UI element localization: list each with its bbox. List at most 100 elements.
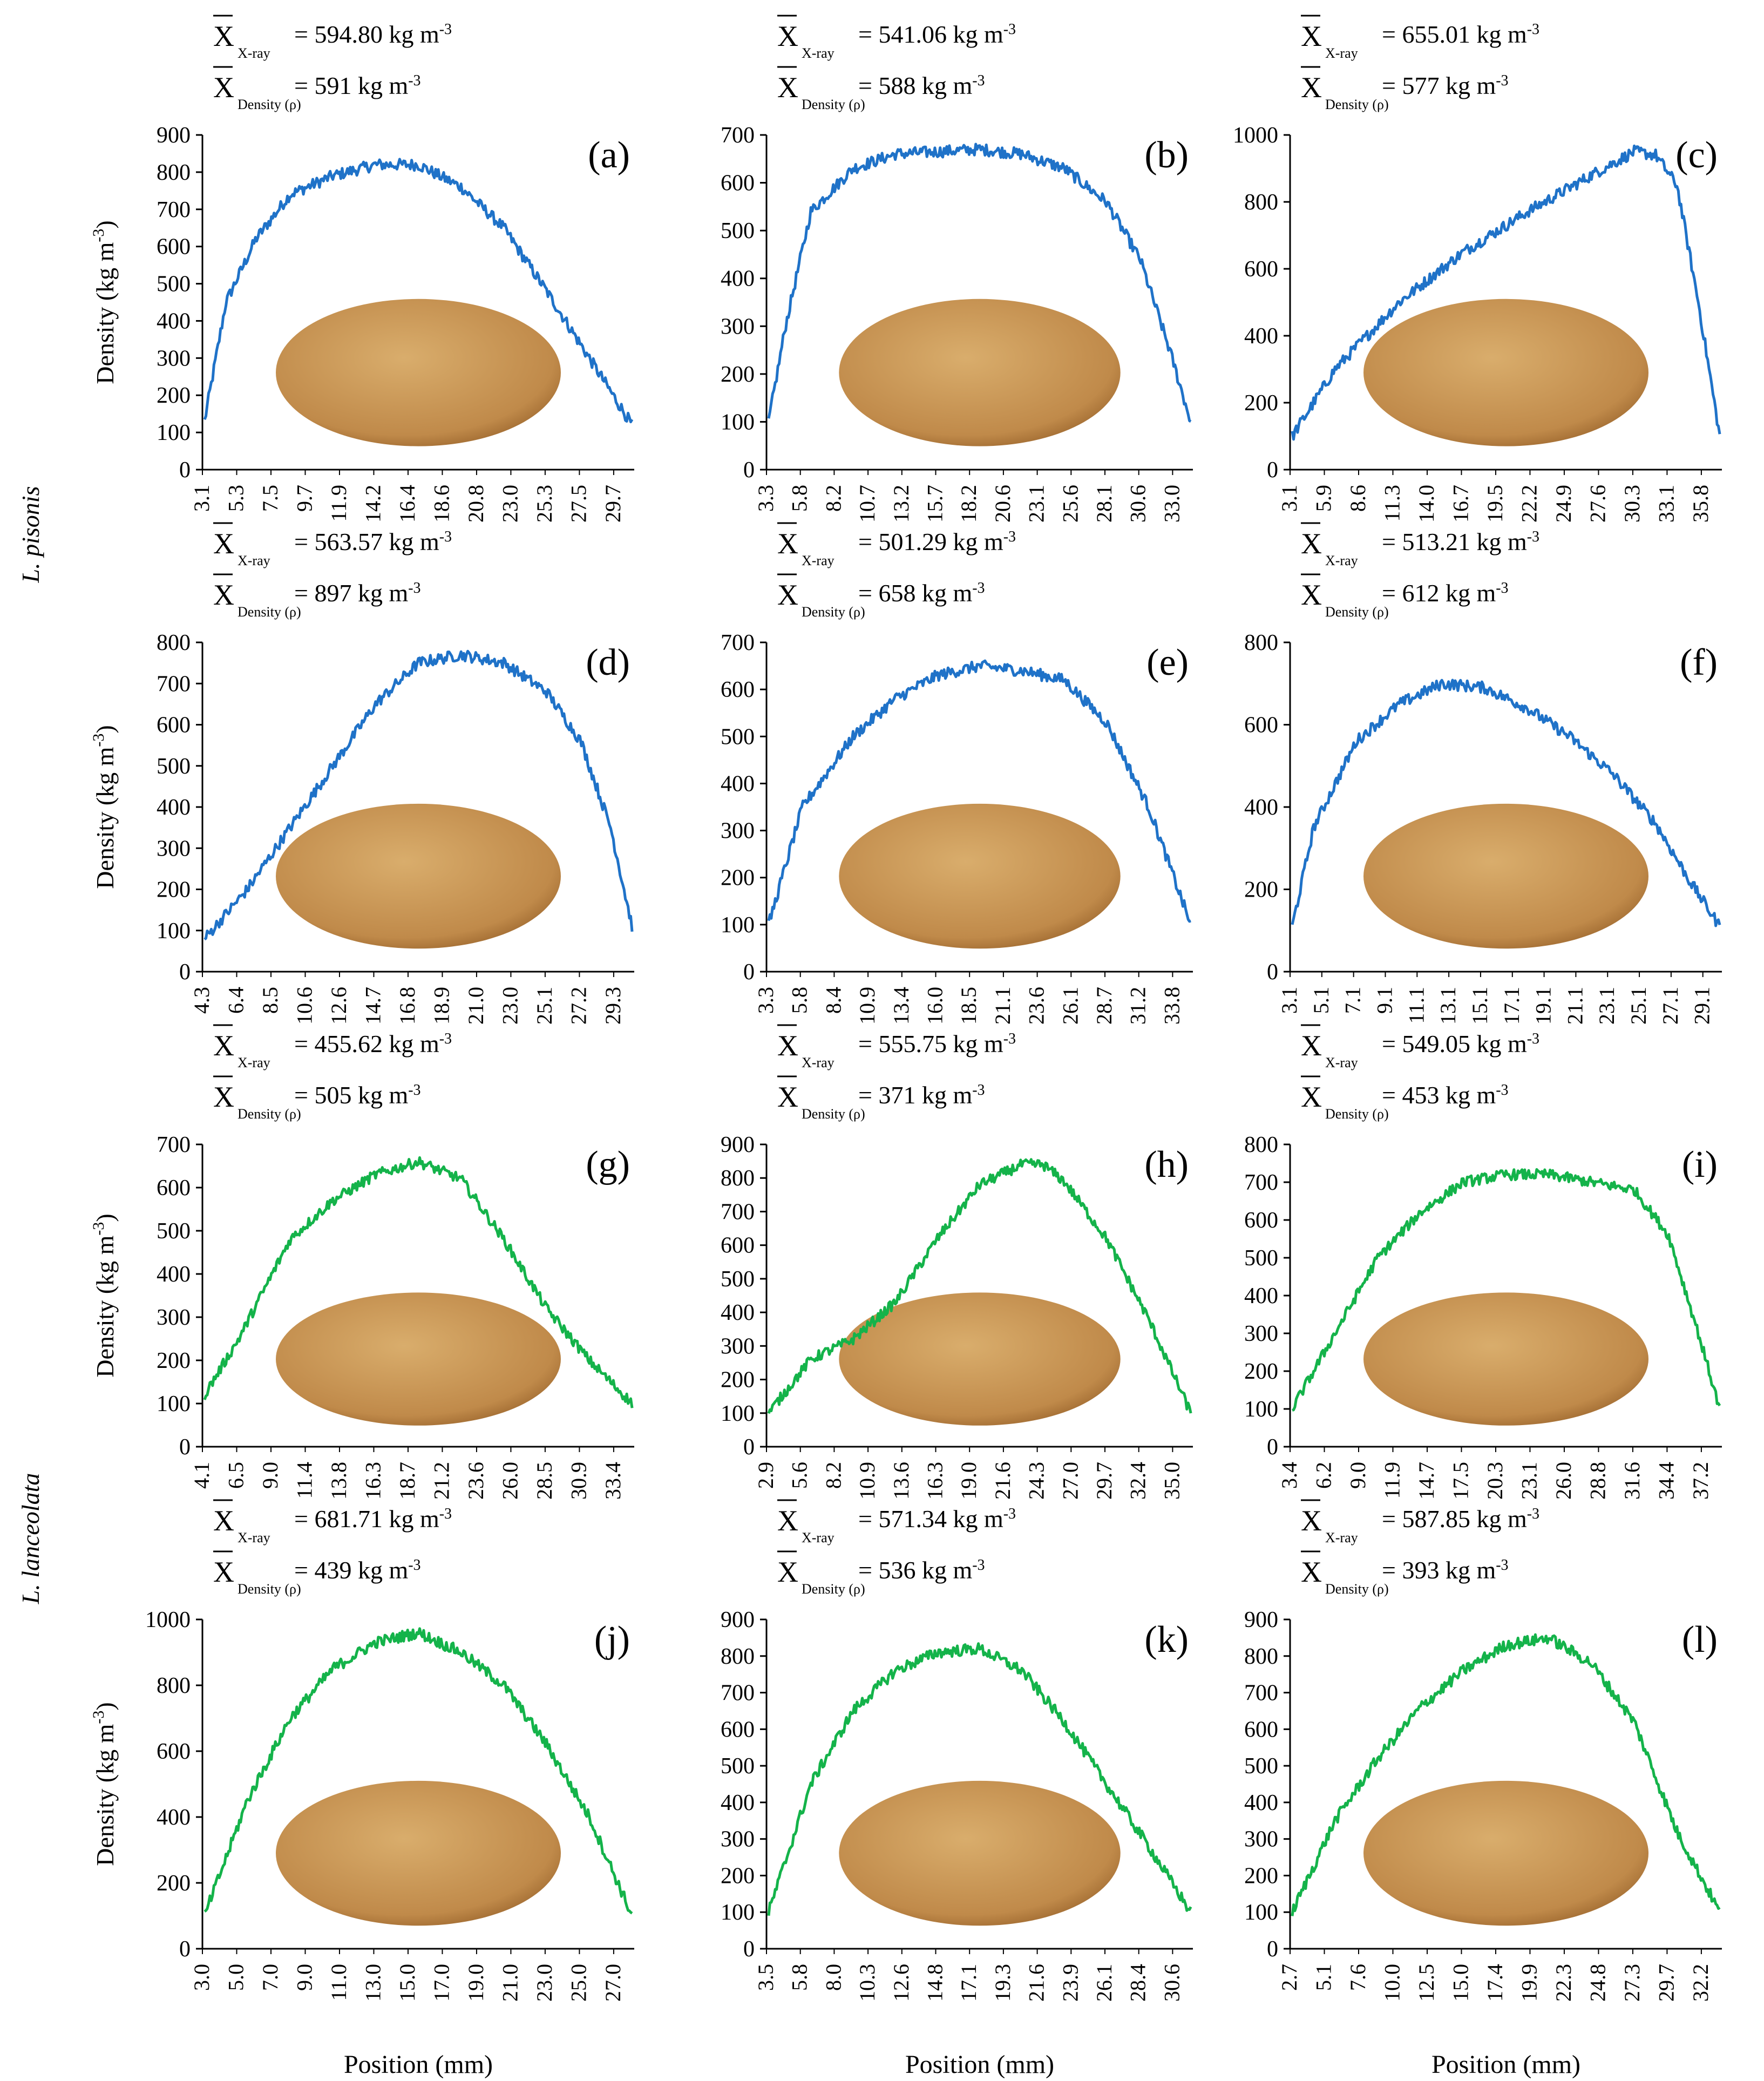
x-tick-label: 26.0 (1551, 1462, 1576, 1500)
y-tick-label: 1000 (1233, 123, 1278, 148)
x-tick-label: 18.7 (395, 1462, 419, 1500)
x-tick-label: 18.5 (956, 987, 981, 1025)
panel-a: 0 100 200 300 400 500 600 700 800 900 3.1 5.3 7.5 9.7… (90, 15, 634, 523)
xbar-symbol: X (1301, 579, 1322, 611)
x-tick-label: 11.9 (327, 485, 351, 522)
y-tick-label: 100 (721, 1900, 755, 1925)
xbar-symbol: X (213, 71, 234, 104)
x-tick-label: 16.4 (395, 485, 419, 523)
panel-k: 0 100 200 300 400 500 600 700 800 900 3.5 5.8 8.0 10.… (721, 1499, 1193, 2079)
x-tick-label: 21.0 (464, 987, 488, 1025)
xbar-symbol: X (213, 1081, 234, 1113)
x-axis-title: Position (mm) (905, 2050, 1054, 2079)
y-tick-label: 600 (721, 171, 755, 196)
x-tick-label: 5.1 (1309, 987, 1333, 1014)
mean-subscript: X-ray (238, 1530, 270, 1546)
xbar-symbol: X (777, 1081, 798, 1113)
x-tick-label: 11.9 (1380, 1462, 1404, 1499)
x-tick-label: 5.0 (223, 1964, 248, 1991)
x-tick-label: 13.4 (889, 987, 913, 1025)
x-tick-label: 17.4 (1483, 1964, 1507, 2002)
y-tick-label: 400 (721, 771, 755, 796)
mean-value: = 591 kg m-3 (294, 72, 421, 99)
x-tick-label: 33.8 (1159, 987, 1184, 1025)
y-tick-label: 300 (157, 836, 191, 861)
x-tick-label: 8.6 (1346, 485, 1370, 512)
y-tick-label: 600 (157, 1176, 191, 1201)
x-tick-label: 28.4 (1126, 1964, 1150, 2002)
y-tick-label: 500 (721, 724, 755, 749)
y-tick-label: 800 (721, 1644, 755, 1669)
density-mean-annotation: X Density (ρ)= 588 kg m-3 (777, 66, 985, 112)
y-tick-label: 400 (1244, 324, 1278, 349)
y-tick-label: 200 (721, 866, 755, 891)
y-tick-label: 500 (1244, 1754, 1278, 1779)
mean-value: = 501.29 kg m-3 (858, 528, 1016, 555)
x-tick-label: 29.3 (601, 987, 625, 1025)
x-tick-label: 10.3 (855, 1964, 879, 2002)
xray-mean-annotation: XX-ray = 594.80 kg m-3 (213, 15, 452, 61)
xbar-symbol: X (1301, 1029, 1322, 1062)
x-tick-label: 24.8 (1585, 1964, 1610, 2002)
x-tick-label: 27.0 (601, 1964, 625, 2002)
x-tick-label: 25.3 (532, 485, 557, 523)
x-tick-label: 5.8 (788, 1964, 812, 1991)
x-tick-label: 7.0 (258, 1964, 282, 1991)
y-tick-label: 0 (179, 1937, 191, 1962)
density-profile-line (1291, 144, 1721, 441)
x-tick-label: 9.7 (292, 485, 316, 512)
x-tick-label: 29.7 (1654, 1964, 1678, 2002)
x-tick-label: 9.0 (1346, 1462, 1370, 1489)
x-tick-label: 27.3 (1620, 1964, 1644, 2002)
x-tick-label: 8.2 (821, 485, 845, 512)
x-tick-label: 7.6 (1346, 1964, 1370, 1991)
mean-subscript: X-ray (802, 1530, 834, 1546)
y-tick-label: 0 (743, 960, 755, 985)
xbar-symbol: X (1301, 1504, 1322, 1537)
x-tick-label: 18.6 (429, 485, 453, 523)
y-tick-label: 300 (1244, 1321, 1278, 1346)
x-tick-label: 18.2 (956, 485, 981, 523)
panel-label: (j) (594, 1619, 630, 1660)
x-tick-label: 35.8 (1688, 485, 1713, 523)
x-tick-label: 2.9 (754, 1462, 778, 1489)
y-tick-label: 400 (721, 1300, 755, 1325)
x-tick-label: 18.9 (429, 987, 453, 1025)
xbar-symbol: X (213, 1029, 234, 1062)
x-tick-label: 2.7 (1277, 1964, 1301, 1991)
mean-subscript: X-ray (1325, 1530, 1358, 1546)
x-tick-label: 29.1 (1690, 987, 1714, 1025)
y-tick-label: 200 (157, 383, 191, 408)
panel-label: (h) (1144, 1144, 1189, 1185)
y-tick-label: 200 (721, 1368, 755, 1393)
x-tick-label: 7.1 (1341, 987, 1365, 1014)
xbar-symbol: X (1301, 71, 1322, 104)
x-tick-label: 17.0 (429, 1964, 453, 2002)
y-tick-label: 200 (157, 1871, 191, 1896)
y-tick-label: 1000 (145, 1608, 191, 1632)
x-tick-label: 25.1 (1626, 987, 1651, 1025)
mean-value: = 594.80 kg m-3 (294, 21, 452, 48)
x-tick-label: 30.6 (1126, 485, 1150, 523)
y-tick-label: 900 (721, 1608, 755, 1632)
x-tick-label: 15.0 (1448, 1964, 1473, 2002)
x-tick-label: 3.3 (754, 987, 778, 1014)
x-axis-title: Position (mm) (344, 2050, 493, 2079)
x-tick-label: 32.2 (1688, 1964, 1713, 2002)
seed-image (1363, 803, 1648, 949)
x-tick-label: 8.4 (821, 987, 845, 1014)
mean-subscript: X-ray (238, 45, 270, 61)
x-tick-label: 11.4 (292, 1462, 316, 1499)
y-tick-label: 700 (721, 631, 755, 655)
mean-subscript: Density (ρ) (238, 604, 301, 620)
x-tick-label: 9.1 (1372, 987, 1396, 1014)
mean-subscript: Density (ρ) (238, 1106, 301, 1122)
x-tick-label: 11.3 (1380, 485, 1404, 522)
density-profile-line (1291, 1633, 1721, 1916)
seed-image (839, 803, 1121, 949)
x-tick-label: 26.1 (1092, 1964, 1116, 2002)
